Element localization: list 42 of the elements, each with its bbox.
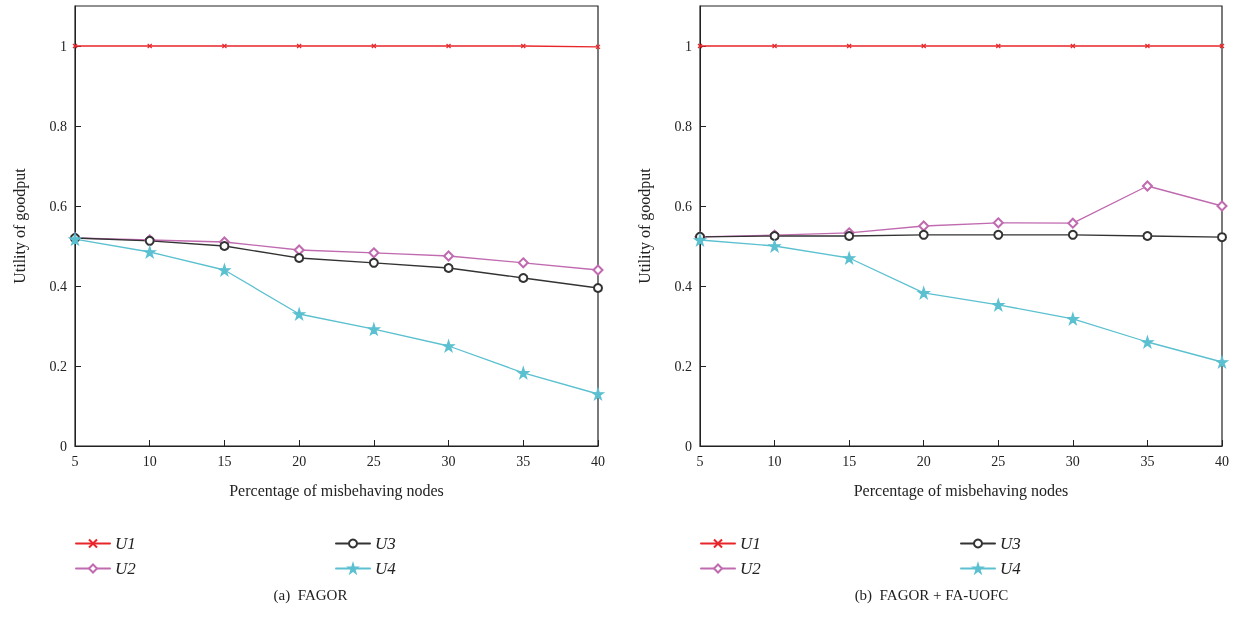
y-tick-label: 0 — [685, 438, 692, 454]
legend-label: U3 — [1000, 534, 1021, 553]
x-tick-label: 20 — [916, 453, 931, 469]
x-tick-label: 25 — [366, 453, 381, 469]
x-tick-label: 30 — [441, 453, 456, 469]
legend-label: U4 — [1000, 559, 1022, 578]
x-tick-label: 25 — [991, 453, 1006, 469]
y-axis-title: Utility of goodput — [10, 167, 29, 284]
y-axis-title: Utility of goodput — [635, 167, 654, 284]
x-tick-label: 10 — [142, 453, 157, 469]
x-tick-label: 10 — [767, 453, 782, 469]
y-tick-label: 1 — [60, 38, 67, 54]
legend-label: U2 — [115, 559, 137, 578]
x-axis-title: Percentage of misbehaving nodes — [229, 481, 444, 500]
y-tick-label: 0.4 — [674, 278, 692, 294]
y-tick-label: 0.6 — [49, 198, 67, 214]
x-tick-label: 40 — [591, 453, 605, 469]
legend-label: U1 — [740, 534, 761, 553]
x-tick-label: 20 — [292, 453, 307, 469]
text: (a) FAGOR — [273, 586, 348, 604]
x-axis-title: Percentage of misbehaving nodes — [853, 481, 1069, 500]
y-tick-label: 0.2 — [674, 358, 692, 374]
text: (b) FAGOR + FA-UOFC — [854, 586, 1009, 604]
y-tick-label: 0.4 — [49, 278, 67, 294]
x-tick-label: 15 — [217, 453, 232, 469]
x-tick-label: 15 — [842, 453, 857, 469]
legend-label: U1 — [115, 534, 136, 553]
x-tick-label: 35 — [516, 453, 531, 469]
legend-label: U4 — [375, 559, 397, 578]
y-tick-label: 0 — [60, 438, 67, 454]
legend-label: U3 — [375, 534, 396, 553]
y-tick-label: 1 — [685, 38, 692, 54]
x-tick-label: 40 — [1215, 453, 1229, 469]
x-tick-label: 30 — [1065, 453, 1080, 469]
x-tick-label: 35 — [1140, 453, 1155, 469]
y-tick-label: 0.2 — [49, 358, 67, 374]
x-tick-label: 5 — [696, 453, 704, 469]
y-tick-label: 0.6 — [674, 198, 692, 214]
legend-label: U2 — [740, 559, 762, 578]
y-tick-label: 0.8 — [49, 118, 67, 134]
x-tick-label: 5 — [71, 453, 79, 469]
y-tick-label: 0.8 — [674, 118, 692, 134]
